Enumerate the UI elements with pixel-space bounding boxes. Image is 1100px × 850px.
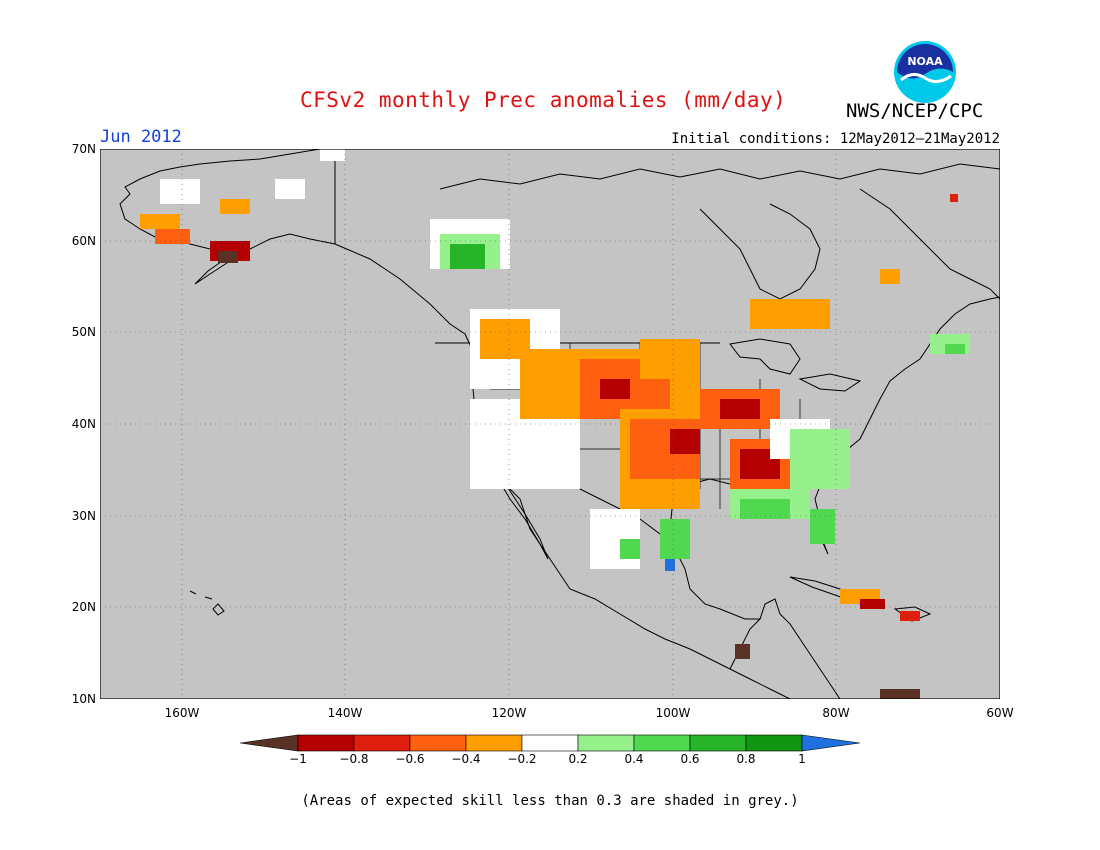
lat-tick-20n: 20N bbox=[71, 600, 96, 614]
lat-tick-70n: 70N bbox=[71, 142, 96, 156]
anomaly-map bbox=[100, 149, 1000, 699]
colorbar-label-neg1: −1 bbox=[289, 752, 307, 766]
colorbar-label-02: 0.2 bbox=[568, 752, 588, 766]
great-lakes bbox=[729, 338, 862, 392]
agency-label: NWS/NCEP/CPC bbox=[846, 100, 984, 122]
central-america-coastline bbox=[729, 598, 841, 699]
svg-text:NOAA: NOAA bbox=[907, 55, 943, 68]
initial-conditions: Initial conditions: 12May2012–21May2012 bbox=[671, 131, 1000, 147]
lat-tick-60n: 60N bbox=[71, 234, 96, 248]
colorbar-label-04: 0.4 bbox=[624, 752, 644, 766]
skill-footnote: (Areas of expected skill less than 0.3 a… bbox=[301, 793, 799, 809]
anomaly-patches bbox=[140, 149, 970, 699]
colorbar-label-neg02: −0.2 bbox=[507, 752, 537, 766]
baja-coastline bbox=[494, 473, 549, 560]
noaa-logo: NOAA bbox=[894, 41, 956, 103]
colorbar-label-neg06: −0.6 bbox=[395, 752, 425, 766]
lat-tick-40n: 40N bbox=[71, 417, 96, 431]
lon-tick-100w: 100W bbox=[655, 706, 691, 720]
colorbar-label-06: 0.6 bbox=[680, 752, 700, 766]
lat-tick-30n: 30N bbox=[71, 509, 96, 523]
lon-tick-80w: 80W bbox=[822, 706, 850, 720]
colorbar bbox=[240, 734, 860, 752]
colorbar-label-neg08: −0.8 bbox=[339, 752, 369, 766]
lon-tick-140w: 140W bbox=[327, 706, 363, 720]
colorbar-label-08: 0.8 bbox=[736, 752, 756, 766]
hawaii-islands bbox=[189, 590, 225, 616]
labrador-coastline bbox=[859, 188, 1000, 300]
lat-tick-50n: 50N bbox=[71, 325, 96, 339]
lon-tick-60w: 60W bbox=[986, 706, 1014, 720]
lat-tick-10n: 10N bbox=[71, 692, 96, 706]
grid-lines bbox=[100, 149, 1000, 699]
forecast-month: Jun 2012 bbox=[100, 127, 182, 147]
lon-tick-120w: 120W bbox=[491, 706, 527, 720]
lon-tick-160w: 160W bbox=[164, 706, 200, 720]
colorbar-label-neg04: −0.4 bbox=[451, 752, 481, 766]
arctic-coastline bbox=[439, 163, 1000, 190]
map-title: CFSv2 monthly Prec anomalies (mm/day) bbox=[300, 88, 787, 112]
hudson-bay-coastline bbox=[699, 203, 821, 300]
colorbar-label-1: 1 bbox=[798, 752, 806, 766]
